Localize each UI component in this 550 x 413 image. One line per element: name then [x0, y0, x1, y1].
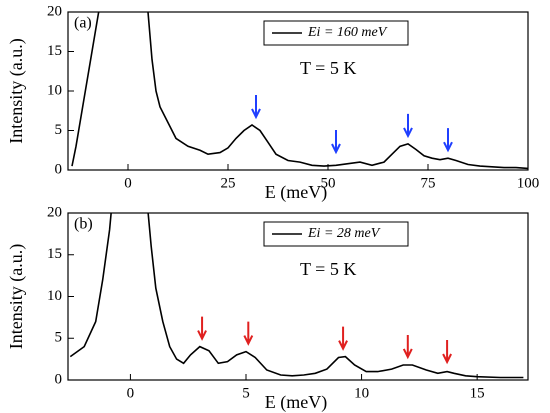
y-tick-label: 0	[55, 371, 63, 387]
y-tick-label: 20	[47, 204, 62, 220]
x-tick-label: 0	[127, 385, 135, 401]
arrow	[338, 326, 348, 351]
x-tick-label: 100	[517, 175, 540, 191]
y-tick-label: 0	[55, 161, 63, 177]
x-tick-label: 5	[242, 385, 250, 401]
y-axis-label: Intensity (a.u.)	[6, 244, 27, 349]
panel-label: (a)	[74, 15, 92, 32]
x-tick-label: 0	[124, 175, 132, 191]
y-tick-label: 15	[47, 246, 62, 262]
x-tick-label: 75	[421, 175, 436, 191]
arrow	[243, 321, 254, 346]
arrow	[251, 94, 261, 120]
arrow	[331, 130, 341, 155]
annotation: T = 5 K	[300, 259, 356, 279]
x-tick-label: 50	[321, 175, 336, 191]
plot-frame	[67, 212, 529, 381]
y-tick-label: 20	[47, 3, 62, 19]
arrow	[197, 316, 207, 341]
annotation: T = 5 K	[300, 58, 356, 78]
y-tick-label: 15	[47, 43, 62, 59]
y-tick-label: 10	[47, 82, 62, 98]
legend-label: Ei = 160 meV	[307, 25, 388, 40]
y-tick-label: 10	[47, 288, 62, 304]
legend-label: Ei = 28 meV	[307, 226, 381, 241]
plot-frame	[67, 11, 529, 171]
arrow	[442, 340, 452, 365]
arrow	[403, 113, 413, 139]
x-tick-label: 25	[221, 175, 236, 191]
arrow	[402, 334, 413, 360]
x-axis-label: E (meV)	[265, 182, 327, 203]
panel-label: (b)	[74, 216, 93, 233]
x-axis-label: E (meV)	[265, 392, 327, 413]
arrow	[443, 128, 453, 153]
x-tick-label: 10	[354, 385, 369, 401]
y-tick-label: 5	[55, 122, 63, 138]
x-tick-label: 15	[470, 385, 485, 401]
data-line	[71, 12, 528, 170]
y-tick-label: 5	[55, 330, 63, 346]
legend-box	[263, 20, 409, 46]
y-axis-label: Intensity (a.u.)	[6, 38, 27, 143]
data-line	[69, 213, 524, 379]
